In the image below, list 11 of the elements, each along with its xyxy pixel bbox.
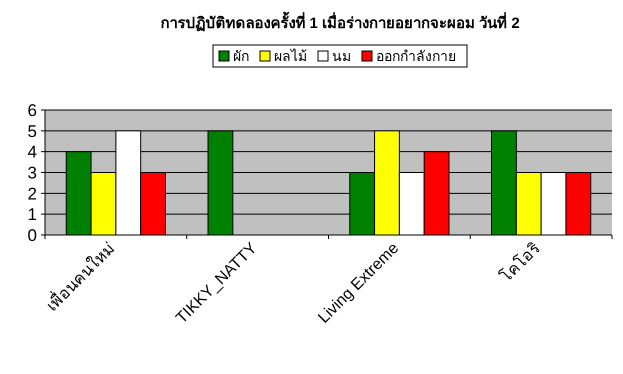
y-tick-label: 4 — [28, 142, 37, 162]
y-tick-label: 3 — [28, 164, 37, 182]
legend-label: นม — [332, 48, 351, 64]
legend-label: ผัก — [233, 48, 249, 64]
y-tick-label: 1 — [28, 205, 37, 224]
y-tick-label: 6 — [28, 101, 37, 120]
y-tick-label: 0 — [28, 226, 37, 245]
legend-label: ออกกำลังกาย — [376, 48, 456, 64]
y-tick-label: 5 — [28, 122, 37, 141]
legend-label: ผลไม้ — [274, 48, 307, 64]
y-tick-label: 2 — [28, 184, 37, 204]
